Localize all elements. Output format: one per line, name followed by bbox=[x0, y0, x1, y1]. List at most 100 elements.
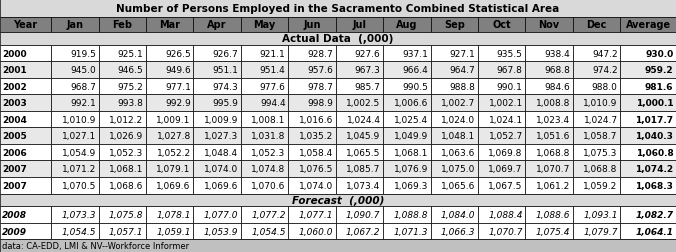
Bar bbox=[621, 144, 676, 161]
Text: 1,088.4: 1,088.4 bbox=[488, 210, 523, 219]
Bar bbox=[241, 62, 289, 79]
Text: 1,002.5: 1,002.5 bbox=[346, 99, 381, 108]
Bar bbox=[621, 177, 676, 194]
Text: 926.5: 926.5 bbox=[165, 49, 191, 58]
Text: 1,076.5: 1,076.5 bbox=[299, 165, 333, 174]
Text: 1,071.3: 1,071.3 bbox=[393, 227, 428, 236]
Text: May: May bbox=[254, 20, 276, 30]
Text: 1,052.3: 1,052.3 bbox=[251, 148, 286, 157]
Text: 985.7: 985.7 bbox=[355, 82, 381, 91]
Bar bbox=[51, 18, 99, 33]
Bar bbox=[525, 79, 573, 95]
Text: 927.6: 927.6 bbox=[355, 49, 381, 58]
Bar bbox=[573, 144, 621, 161]
Bar bbox=[621, 46, 676, 62]
Text: 988.8: 988.8 bbox=[450, 82, 475, 91]
Bar bbox=[383, 161, 431, 177]
Text: 1,024.4: 1,024.4 bbox=[347, 115, 381, 124]
Bar bbox=[431, 95, 478, 111]
Text: 1,070.5: 1,070.5 bbox=[62, 181, 96, 190]
Bar bbox=[573, 46, 621, 62]
Bar bbox=[336, 95, 383, 111]
Bar bbox=[241, 144, 289, 161]
Text: 2005: 2005 bbox=[2, 132, 27, 141]
Text: 1,060.8: 1,060.8 bbox=[635, 148, 673, 157]
Bar bbox=[383, 18, 431, 33]
Bar bbox=[241, 79, 289, 95]
Bar bbox=[478, 95, 525, 111]
Text: Number of Persons Employed in the Sacramento Combined Statistical Area: Number of Persons Employed in the Sacram… bbox=[116, 4, 560, 14]
Text: Oct: Oct bbox=[492, 20, 511, 30]
Text: Jan: Jan bbox=[66, 20, 83, 30]
Bar bbox=[99, 206, 146, 223]
Bar bbox=[336, 206, 383, 223]
Bar bbox=[431, 144, 478, 161]
Bar bbox=[241, 46, 289, 62]
Bar bbox=[0, 62, 51, 79]
Text: 1,051.6: 1,051.6 bbox=[536, 132, 570, 141]
Text: 1,048.1: 1,048.1 bbox=[441, 132, 475, 141]
Bar bbox=[431, 46, 478, 62]
Bar bbox=[51, 46, 99, 62]
Text: 1,078.1: 1,078.1 bbox=[156, 210, 191, 219]
Text: 949.6: 949.6 bbox=[165, 66, 191, 75]
Bar bbox=[525, 111, 573, 128]
Bar bbox=[431, 79, 478, 95]
Text: 1,048.4: 1,048.4 bbox=[204, 148, 238, 157]
Bar bbox=[193, 161, 241, 177]
Bar bbox=[431, 111, 478, 128]
Text: 1,082.7: 1,082.7 bbox=[635, 210, 673, 219]
Text: 974.3: 974.3 bbox=[212, 82, 238, 91]
Text: Actual Data  (,000): Actual Data (,000) bbox=[283, 34, 393, 44]
Bar bbox=[99, 161, 146, 177]
Bar bbox=[383, 95, 431, 111]
Text: 927.1: 927.1 bbox=[450, 49, 475, 58]
Bar bbox=[241, 177, 289, 194]
Bar bbox=[241, 161, 289, 177]
Bar bbox=[241, 95, 289, 111]
Bar bbox=[289, 18, 336, 33]
Bar bbox=[99, 95, 146, 111]
Text: 1,017.7: 1,017.7 bbox=[635, 115, 673, 124]
Bar bbox=[621, 206, 676, 223]
Bar bbox=[146, 128, 193, 144]
Text: 926.7: 926.7 bbox=[212, 49, 238, 58]
Bar bbox=[621, 161, 676, 177]
Text: 1,085.7: 1,085.7 bbox=[346, 165, 381, 174]
Text: 1,067.2: 1,067.2 bbox=[346, 227, 381, 236]
Text: 1,049.9: 1,049.9 bbox=[393, 132, 428, 141]
Text: 938.4: 938.4 bbox=[544, 49, 570, 58]
Text: 1,009.9: 1,009.9 bbox=[203, 115, 238, 124]
Text: 1,058.7: 1,058.7 bbox=[583, 132, 618, 141]
Text: Nov: Nov bbox=[539, 20, 560, 30]
Text: Average: Average bbox=[625, 20, 671, 30]
Text: 2002: 2002 bbox=[2, 82, 27, 91]
Text: 1,061.2: 1,061.2 bbox=[536, 181, 570, 190]
Bar bbox=[193, 128, 241, 144]
Bar bbox=[573, 177, 621, 194]
Text: 988.0: 988.0 bbox=[592, 82, 618, 91]
Text: 1,070.6: 1,070.6 bbox=[251, 181, 286, 190]
Bar bbox=[525, 18, 573, 33]
Bar bbox=[289, 161, 336, 177]
Text: 1,069.6: 1,069.6 bbox=[156, 181, 191, 190]
Text: 1,069.7: 1,069.7 bbox=[488, 165, 523, 174]
Text: 1,065.6: 1,065.6 bbox=[441, 181, 475, 190]
Bar bbox=[51, 223, 99, 239]
Text: 1,035.2: 1,035.2 bbox=[299, 132, 333, 141]
Text: 1,067.5: 1,067.5 bbox=[488, 181, 523, 190]
Text: 992.9: 992.9 bbox=[165, 99, 191, 108]
Bar bbox=[621, 79, 676, 95]
Bar bbox=[146, 144, 193, 161]
Bar bbox=[51, 62, 99, 79]
Bar bbox=[573, 95, 621, 111]
Bar bbox=[0, 111, 51, 128]
Bar bbox=[336, 128, 383, 144]
Bar bbox=[289, 206, 336, 223]
Bar bbox=[51, 144, 99, 161]
Bar bbox=[573, 206, 621, 223]
Bar bbox=[99, 223, 146, 239]
Bar bbox=[99, 79, 146, 95]
Bar bbox=[99, 111, 146, 128]
Bar bbox=[431, 206, 478, 223]
